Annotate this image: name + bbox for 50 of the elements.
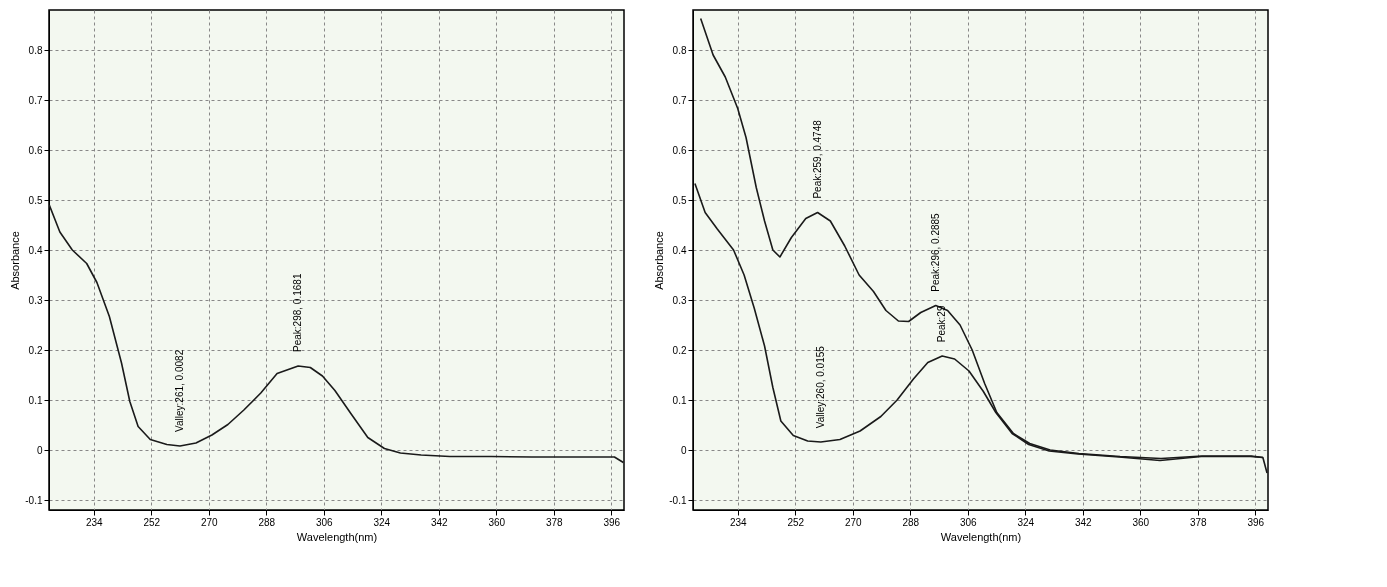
- x-tick-label: 234: [729, 516, 747, 528]
- y-tick-label: 0.6: [672, 144, 687, 156]
- y-tick-label: 0.5: [672, 194, 687, 206]
- y-axis-title: Absorbance: [9, 231, 22, 290]
- x-tick-label: 234: [85, 516, 103, 528]
- y-tick-label: 0.2: [672, 344, 687, 356]
- y-axis-title: Absorbance: [653, 231, 666, 290]
- x-tick-label: 252: [787, 516, 805, 528]
- x-axis-title: Wavelength(nm): [296, 530, 378, 543]
- annotation: Peak:296, 0.2885: [929, 212, 941, 292]
- annotation: Peak:29: [936, 305, 948, 343]
- x-tick-label: 360: [1132, 516, 1150, 528]
- x-tick-label: 378: [1189, 516, 1207, 528]
- x-axis-title: Wavelength(nm): [940, 530, 1022, 543]
- y-tick-label: 0: [680, 444, 687, 456]
- y-tick-label: 0.7: [672, 94, 687, 106]
- x-tick-label: 396: [1247, 516, 1265, 528]
- y-tick-label: 0.6: [28, 144, 43, 156]
- x-tick-label: 342: [1074, 516, 1092, 528]
- y-tick-label: -0.1: [669, 494, 687, 506]
- y-tick-label: 0.4: [672, 244, 687, 256]
- y-tick-label: 0.4: [28, 244, 43, 256]
- y-tick-label: -0.1: [25, 494, 43, 506]
- y-tick-label: 0.3: [28, 294, 43, 306]
- x-tick-label: 306: [959, 516, 977, 528]
- y-tick-label: 0.3: [672, 294, 687, 306]
- x-tick-label: 324: [1017, 516, 1035, 528]
- x-tick-label: 252: [143, 516, 161, 528]
- y-tick-label: 0.5: [28, 194, 43, 206]
- x-tick-label: 360: [488, 516, 506, 528]
- x-tick-label: 270: [200, 516, 218, 528]
- annotation: Peak:259, 0.4748: [811, 119, 823, 199]
- y-tick-label: 0: [36, 444, 43, 456]
- x-tick-label: 378: [545, 516, 563, 528]
- x-tick-label: 396: [603, 516, 621, 528]
- y-tick-label: 0.2: [28, 344, 43, 356]
- x-tick-label: 270: [844, 516, 862, 528]
- y-tick-label: 0.8: [672, 44, 687, 56]
- y-tick-label: 0.8: [28, 44, 43, 56]
- annotation: Valley:261, 0.0082: [173, 349, 185, 432]
- x-tick-label: 288: [258, 516, 276, 528]
- y-tick-label: 0.7: [28, 94, 43, 106]
- y-tick-label: 0.1: [28, 394, 43, 406]
- x-tick-label: 342: [430, 516, 448, 528]
- annotation: Peak:298, 0.1681: [292, 273, 304, 352]
- x-tick-label: 324: [373, 516, 391, 528]
- x-tick-label: 288: [902, 516, 920, 528]
- annotation: Valley:260, 0.0155: [814, 345, 826, 429]
- y-tick-label: 0.1: [672, 394, 687, 406]
- x-tick-label: 306: [315, 516, 333, 528]
